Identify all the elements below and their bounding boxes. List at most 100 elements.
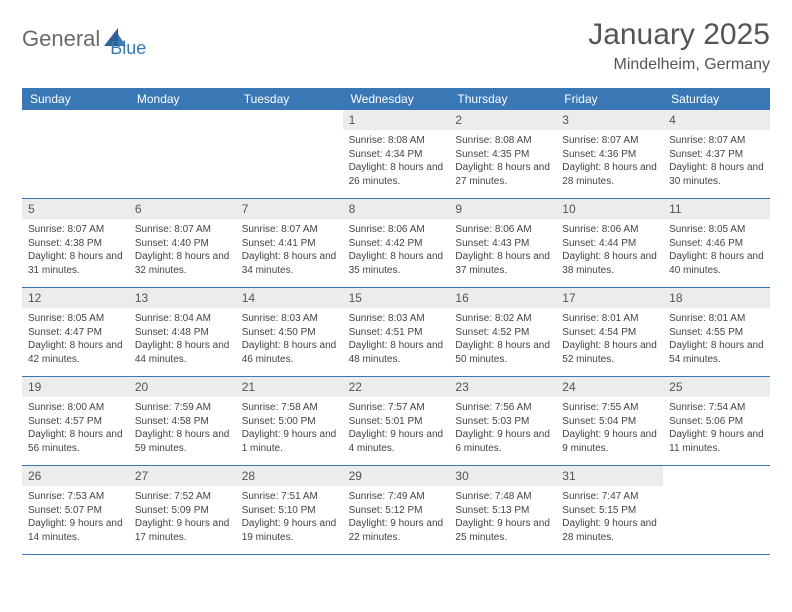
day-cell: 26Sunrise: 7:53 AMSunset: 5:07 PMDayligh… xyxy=(22,466,129,554)
header: General Blue January 2025 Mindelheim, Ge… xyxy=(22,18,770,74)
day-details: Sunrise: 8:07 AMSunset: 4:40 PMDaylight:… xyxy=(135,223,230,277)
day-number: 20 xyxy=(129,377,236,397)
weekday-monday: Monday xyxy=(129,88,236,110)
day-details: Sunrise: 8:08 AMSunset: 4:34 PMDaylight:… xyxy=(349,134,444,188)
day-cell: 7 Sunrise: 8:07 AMSunset: 4:41 PMDaylight… xyxy=(236,199,343,287)
day-cell: 1 Sunrise: 8:08 AMSunset: 4:34 PMDaylight… xyxy=(343,110,450,198)
weekday-sunday: Sunday xyxy=(22,88,129,110)
day-cell: 17 Sunrise: 8:01 AMSunset: 4:54 PMDayligh… xyxy=(556,288,663,376)
day-number xyxy=(129,110,236,116)
day-number: 8 xyxy=(343,199,450,219)
day-number xyxy=(22,110,129,116)
day-number: 28 xyxy=(236,466,343,486)
day-cell: 11 Sunrise: 8:05 AMSunset: 4:46 PMDayligh… xyxy=(663,199,770,287)
day-cell: 18 Sunrise: 8:01 AMSunset: 4:55 PMDayligh… xyxy=(663,288,770,376)
day-cell: 16Sunrise: 8:02 AMSunset: 4:52 PMDayligh… xyxy=(449,288,556,376)
day-details: Sunrise: 7:57 AMSunset: 5:01 PMDaylight:… xyxy=(349,401,444,455)
title-block: January 2025 Mindelheim, Germany xyxy=(588,18,770,74)
month-title: January 2025 xyxy=(588,18,770,52)
day-cell: 6 Sunrise: 8:07 AMSunset: 4:40 PMDaylight… xyxy=(129,199,236,287)
day-details: Sunrise: 8:01 AMSunset: 4:55 PMDaylight:… xyxy=(669,312,764,366)
day-details: Sunrise: 8:08 AMSunset: 4:35 PMDaylight:… xyxy=(455,134,550,188)
calendar: SundayMondayTuesdayWednesdayThursdayFrid… xyxy=(22,88,770,555)
day-details: Sunrise: 8:04 AMSunset: 4:48 PMDaylight:… xyxy=(135,312,230,366)
day-details: Sunrise: 8:05 AMSunset: 4:46 PMDaylight:… xyxy=(669,223,764,277)
week-row: 5 Sunrise: 8:07 AMSunset: 4:38 PMDaylight… xyxy=(22,199,770,288)
day-number: 15 xyxy=(343,288,450,308)
day-cell: 30 Sunrise: 7:48 AMSunset: 5:13 PMDayligh… xyxy=(449,466,556,554)
day-number: 2 xyxy=(449,110,556,130)
day-cell: 21Sunrise: 7:58 AMSunset: 5:00 PMDayligh… xyxy=(236,377,343,465)
day-details: Sunrise: 7:56 AMSunset: 5:03 PMDaylight:… xyxy=(455,401,550,455)
logo-text-general: General xyxy=(22,26,100,52)
location: Mindelheim, Germany xyxy=(588,56,770,74)
day-cell xyxy=(236,110,343,198)
day-number: 9 xyxy=(449,199,556,219)
day-cell: 4Sunrise: 8:07 AMSunset: 4:37 PMDaylight… xyxy=(663,110,770,198)
day-cell xyxy=(129,110,236,198)
day-cell: 22 Sunrise: 7:57 AMSunset: 5:01 PMDayligh… xyxy=(343,377,450,465)
day-details: Sunrise: 8:05 AMSunset: 4:47 PMDaylight:… xyxy=(28,312,123,366)
day-number: 11 xyxy=(663,199,770,219)
day-details: Sunrise: 7:54 AMSunset: 5:06 PMDaylight:… xyxy=(669,401,764,455)
day-details: Sunrise: 8:01 AMSunset: 4:54 PMDaylight:… xyxy=(562,312,657,366)
week-row: 1 Sunrise: 8:08 AMSunset: 4:34 PMDaylight… xyxy=(22,110,770,199)
week-row: 26Sunrise: 7:53 AMSunset: 5:07 PMDayligh… xyxy=(22,466,770,555)
day-cell: 29 Sunrise: 7:49 AMSunset: 5:12 PMDayligh… xyxy=(343,466,450,554)
day-details: Sunrise: 8:07 AMSunset: 4:41 PMDaylight:… xyxy=(242,223,337,277)
day-details: Sunrise: 7:55 AMSunset: 5:04 PMDaylight:… xyxy=(562,401,657,455)
day-number: 17 xyxy=(556,288,663,308)
day-details: Sunrise: 7:48 AMSunset: 5:13 PMDaylight:… xyxy=(455,490,550,544)
week-row: 12 Sunrise: 8:05 AMSunset: 4:47 PMDayligh… xyxy=(22,288,770,377)
weekday-friday: Friday xyxy=(556,88,663,110)
day-number: 19 xyxy=(22,377,129,397)
day-details: Sunrise: 7:53 AMSunset: 5:07 PMDaylight:… xyxy=(28,490,123,544)
day-number: 31 xyxy=(556,466,663,486)
day-details: Sunrise: 7:59 AMSunset: 4:58 PMDaylight:… xyxy=(135,401,230,455)
day-details: Sunrise: 8:06 AMSunset: 4:42 PMDaylight:… xyxy=(349,223,444,277)
day-number: 23 xyxy=(449,377,556,397)
day-details: Sunrise: 7:52 AMSunset: 5:09 PMDaylight:… xyxy=(135,490,230,544)
day-number: 24 xyxy=(556,377,663,397)
day-number: 30 xyxy=(449,466,556,486)
day-number: 27 xyxy=(129,466,236,486)
day-details: Sunrise: 8:07 AMSunset: 4:37 PMDaylight:… xyxy=(669,134,764,188)
day-number: 29 xyxy=(343,466,450,486)
day-details: Sunrise: 7:58 AMSunset: 5:00 PMDaylight:… xyxy=(242,401,337,455)
day-cell: 31 Sunrise: 7:47 AMSunset: 5:15 PMDayligh… xyxy=(556,466,663,554)
weekday-thursday: Thursday xyxy=(449,88,556,110)
day-details: Sunrise: 7:47 AMSunset: 5:15 PMDaylight:… xyxy=(562,490,657,544)
day-number: 22 xyxy=(343,377,450,397)
weekday-tuesday: Tuesday xyxy=(236,88,343,110)
day-number: 13 xyxy=(129,288,236,308)
day-cell: 8 Sunrise: 8:06 AMSunset: 4:42 PMDaylight… xyxy=(343,199,450,287)
day-number: 5 xyxy=(22,199,129,219)
day-number: 1 xyxy=(343,110,450,130)
day-number: 12 xyxy=(22,288,129,308)
day-cell: 25 Sunrise: 7:54 AMSunset: 5:06 PMDayligh… xyxy=(663,377,770,465)
day-cell xyxy=(663,466,770,554)
day-details: Sunrise: 8:02 AMSunset: 4:52 PMDaylight:… xyxy=(455,312,550,366)
day-cell: 15 Sunrise: 8:03 AMSunset: 4:51 PMDayligh… xyxy=(343,288,450,376)
day-details: Sunrise: 8:07 AMSunset: 4:36 PMDaylight:… xyxy=(562,134,657,188)
day-number: 18 xyxy=(663,288,770,308)
day-number xyxy=(236,110,343,116)
day-details: Sunrise: 7:49 AMSunset: 5:12 PMDaylight:… xyxy=(349,490,444,544)
day-cell: 19 Sunrise: 8:00 AMSunset: 4:57 PMDayligh… xyxy=(22,377,129,465)
day-cell: 24 Sunrise: 7:55 AMSunset: 5:04 PMDayligh… xyxy=(556,377,663,465)
day-details: Sunrise: 8:03 AMSunset: 4:51 PMDaylight:… xyxy=(349,312,444,366)
day-cell: 27 Sunrise: 7:52 AMSunset: 5:09 PMDayligh… xyxy=(129,466,236,554)
day-number: 10 xyxy=(556,199,663,219)
weeks-container: 1 Sunrise: 8:08 AMSunset: 4:34 PMDaylight… xyxy=(22,110,770,555)
day-number: 3 xyxy=(556,110,663,130)
week-row: 19 Sunrise: 8:00 AMSunset: 4:57 PMDayligh… xyxy=(22,377,770,466)
day-cell: 20 Sunrise: 7:59 AMSunset: 4:58 PMDayligh… xyxy=(129,377,236,465)
day-number: 14 xyxy=(236,288,343,308)
day-number: 7 xyxy=(236,199,343,219)
day-cell: 12 Sunrise: 8:05 AMSunset: 4:47 PMDayligh… xyxy=(22,288,129,376)
day-details: Sunrise: 8:07 AMSunset: 4:38 PMDaylight:… xyxy=(28,223,123,277)
day-cell: 14Sunrise: 8:03 AMSunset: 4:50 PMDayligh… xyxy=(236,288,343,376)
day-number: 25 xyxy=(663,377,770,397)
day-number: 6 xyxy=(129,199,236,219)
day-details: Sunrise: 8:00 AMSunset: 4:57 PMDaylight:… xyxy=(28,401,123,455)
